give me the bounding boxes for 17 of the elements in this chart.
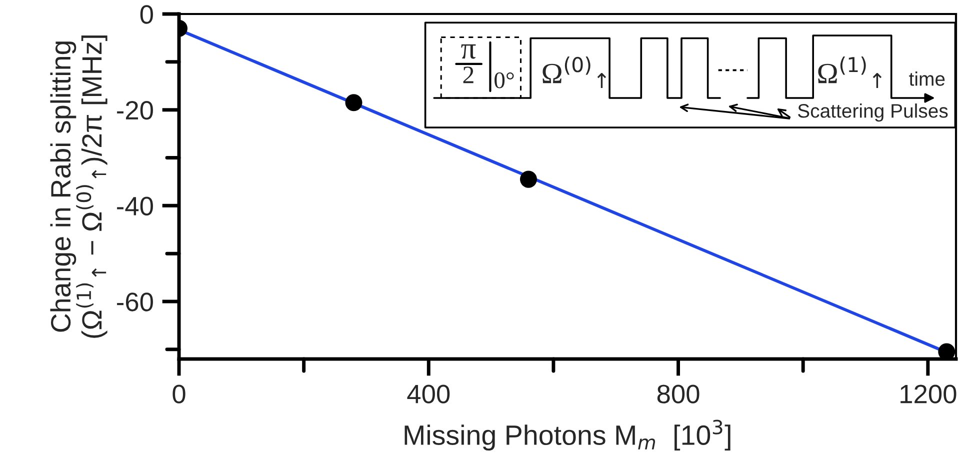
x-tick-label: 0 <box>172 384 186 404</box>
x-axis-title: Missing Photons M$_{m}$ [10$^{3}$] <box>404 420 730 451</box>
annotation: 2 <box>463 66 474 84</box>
y-tick-label: 0 <box>140 5 153 24</box>
x-tick-label: 800 <box>657 384 700 404</box>
annotation: time <box>909 72 945 86</box>
x-tick-label: 1200 <box>900 384 956 404</box>
annotation: 0° <box>494 72 514 88</box>
annotation: π <box>461 44 476 59</box>
annotation: Ω$^{(1)}$$_{↑}$ <box>818 56 882 88</box>
x-tick-label: 400 <box>407 384 450 404</box>
y-tick-label: -60 <box>117 292 153 312</box>
annotation: Ω$^{(0)}$$_{↑}$ <box>542 56 606 88</box>
y-axis-title: Change in Rabi splitting (Ω$^{(1)}$$_{↑}$ − Ω$^{(0)}$$_{↑}$)/2π [MHz] <box>50 36 108 338</box>
y-tick-label: -40 <box>117 196 153 216</box>
annotation: Scattering Pulses <box>798 104 948 122</box>
y-tick-label: -20 <box>117 100 153 120</box>
